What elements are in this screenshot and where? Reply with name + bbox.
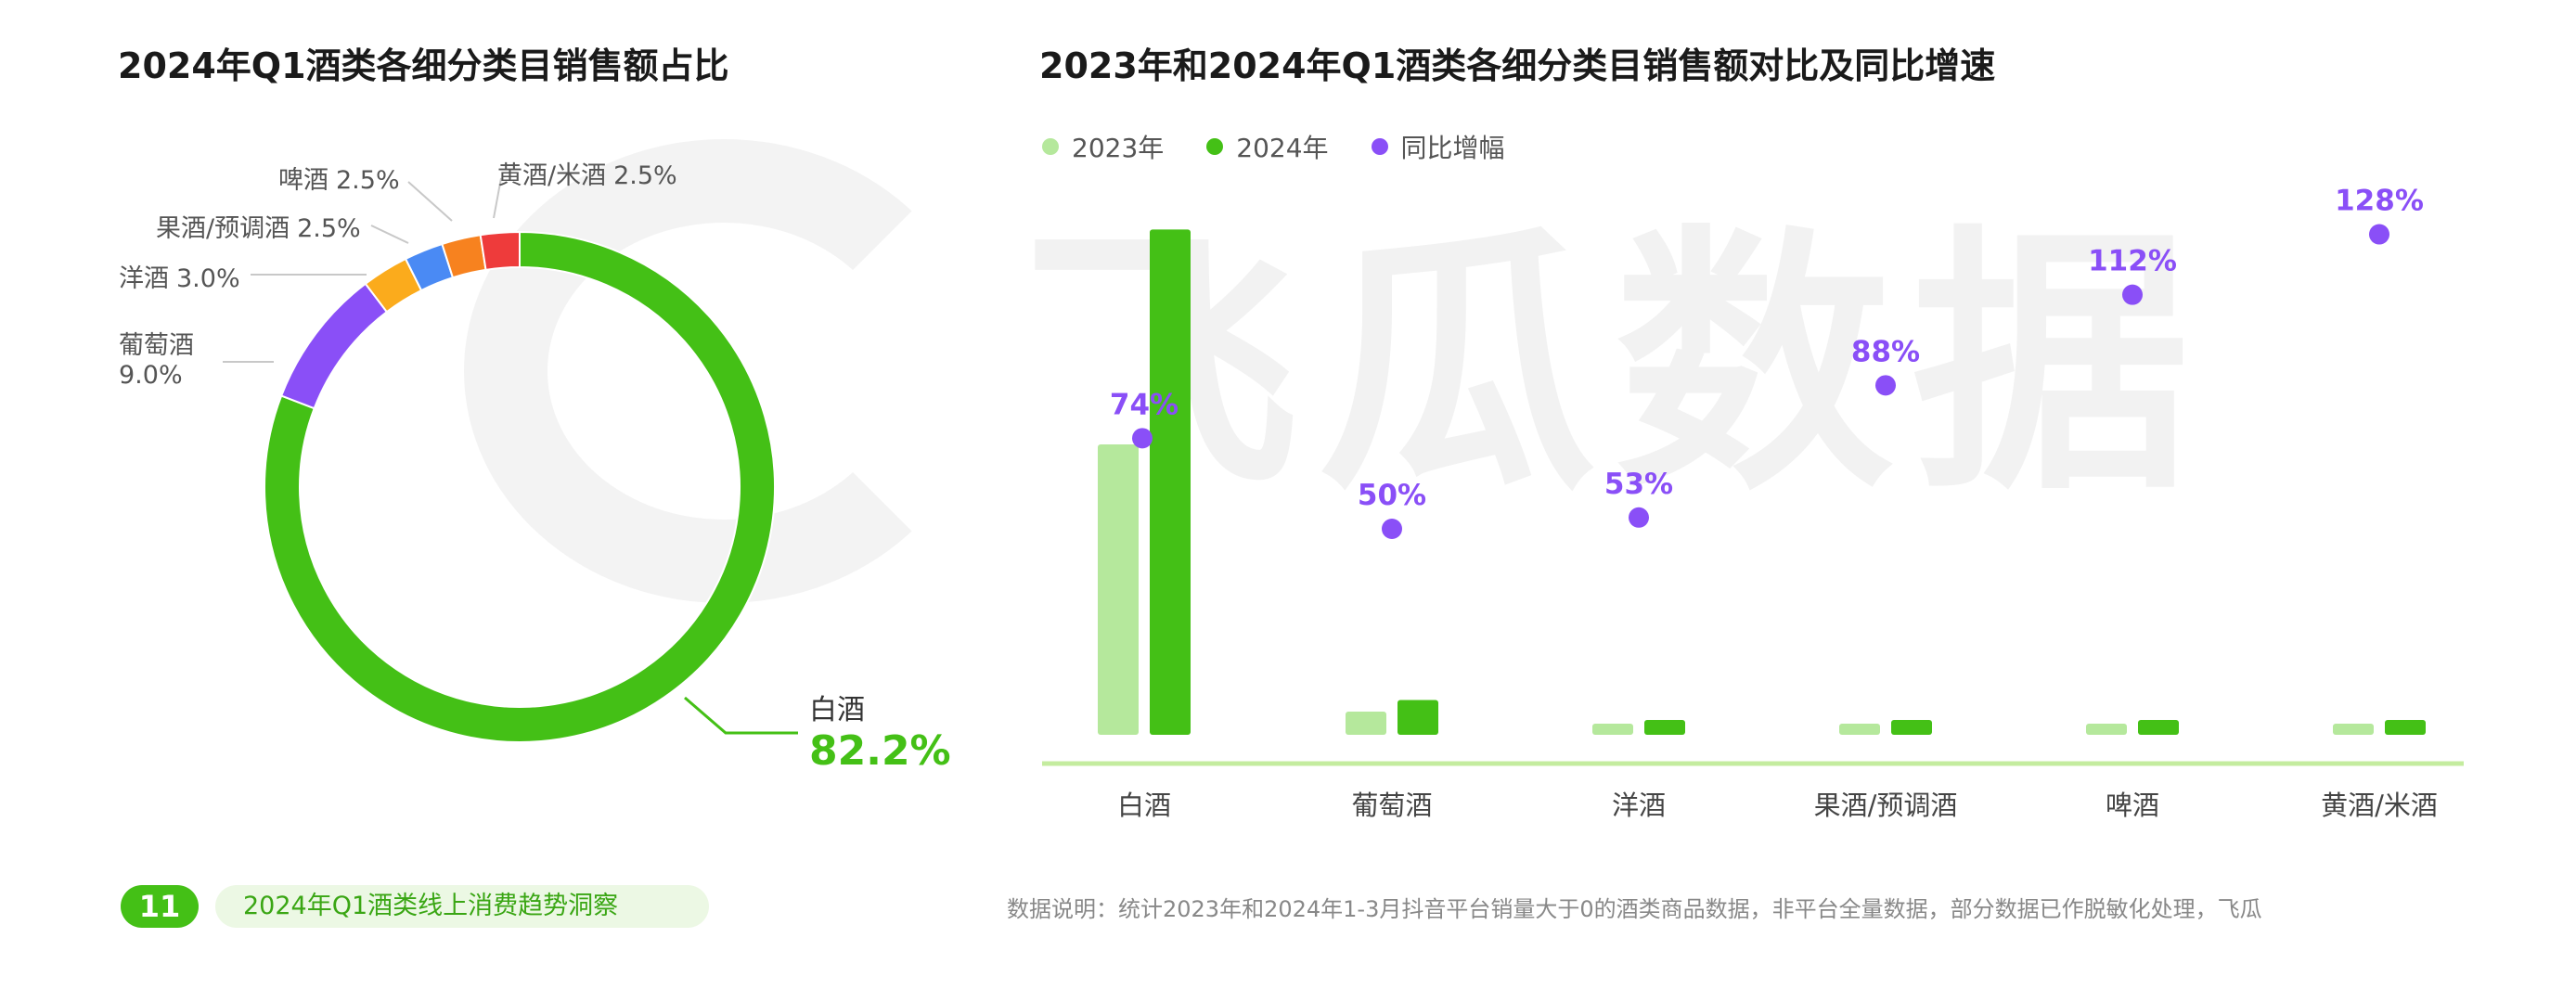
bar-2023-yangjiu	[1592, 724, 1633, 735]
report-title-pill: 2024年Q1酒类线上消费趋势洞察	[215, 885, 709, 928]
bar-2023-baijiu	[1098, 444, 1139, 735]
donut-chart	[223, 177, 798, 743]
donut-label-guojiu: 果酒/预调酒 2.5%	[156, 214, 361, 243]
growth-dot-baijiu	[1132, 428, 1153, 449]
leader-line-huangjiu	[493, 177, 502, 219]
bar-2024-pijiu	[2138, 720, 2179, 735]
donut-slice-baijiu	[264, 230, 776, 743]
bar-chart-title: 2023年和2024年Q1酒类各细分类目销售额对比及同比增速	[1039, 45, 1996, 86]
watermark-text: 飞瓜数据	[1021, 203, 2209, 527]
bar-2024-wine	[1397, 700, 1438, 735]
growth-dot-wine	[1382, 519, 1402, 539]
donut-label-yangjiu: 洋酒 3.0%	[119, 264, 240, 293]
x-tick-label-wine: 葡萄酒	[1351, 790, 1432, 821]
legend-dot-growth	[1371, 138, 1388, 155]
growth-label-pijiu: 112%	[2088, 245, 2177, 278]
legend-dot-2024	[1206, 138, 1224, 155]
growth-label-huangjiu: 128%	[2335, 185, 2424, 218]
data-note: 数据说明：统计2023年和2024年1-3月抖音平台销量大于0的酒类商品数据，非…	[1007, 896, 2262, 922]
growth-label-baijiu: 74%	[1110, 388, 1179, 421]
growth-label-guojiu: 88%	[1851, 335, 1920, 368]
donut-label-pijiu: 啤酒 2.5%	[278, 166, 400, 195]
bar-2023-pijiu	[2086, 724, 2127, 735]
bar-chart-legend: 2023年 2024年 同比增幅	[1042, 128, 1505, 165]
leader-line-guojiu	[370, 225, 409, 244]
x-tick-label-yangjiu: 洋酒	[1612, 790, 1666, 821]
donut-label-wine: 葡萄酒 9.0%	[119, 331, 194, 390]
growth-label-yangjiu: 53%	[1604, 468, 1673, 501]
x-tick-label-pijiu: 啤酒	[2106, 790, 2159, 821]
growth-dot-guojiu	[1875, 375, 1896, 396]
leader-line-pijiu	[407, 181, 453, 222]
bar-2024-huangjiu	[2385, 720, 2426, 735]
page-number-badge: 11	[121, 885, 199, 928]
legend-item-2023[interactable]: 2023年	[1042, 128, 1164, 165]
donut-slice-huangjiu	[479, 230, 521, 271]
growth-dot-huangjiu	[2369, 224, 2389, 245]
bar-2023-guojiu	[1839, 724, 1880, 735]
growth-dot-pijiu	[2122, 284, 2143, 305]
bar-2023-huangjiu	[2333, 724, 2374, 735]
bar-2024-yangjiu	[1644, 720, 1685, 735]
bar-2023-wine	[1346, 711, 1386, 735]
x-tick-label-huangjiu: 黄酒/米酒	[2321, 790, 2438, 821]
leader-line-baijiu	[684, 696, 798, 735]
bar-2024-baijiu	[1150, 229, 1191, 735]
legend-item-2024[interactable]: 2024年	[1206, 128, 1329, 165]
bar-2024-guojiu	[1891, 720, 1932, 735]
x-tick-label-baijiu: 白酒	[1117, 790, 1171, 821]
legend-dot-2023	[1042, 138, 1059, 155]
donut-label-huangjiu: 黄酒/米酒 2.5%	[497, 161, 677, 190]
growth-label-wine: 50%	[1358, 479, 1426, 512]
donut-label-baijiu: 白酒 82.2%	[809, 694, 951, 775]
x-tick-label-guojiu: 果酒/预调酒	[1814, 790, 1958, 821]
donut-chart-title: 2024年Q1酒类各细分类目销售额占比	[118, 45, 729, 86]
growth-dot-yangjiu	[1629, 507, 1649, 528]
legend-item-growth[interactable]: 同比增幅	[1371, 128, 1505, 165]
